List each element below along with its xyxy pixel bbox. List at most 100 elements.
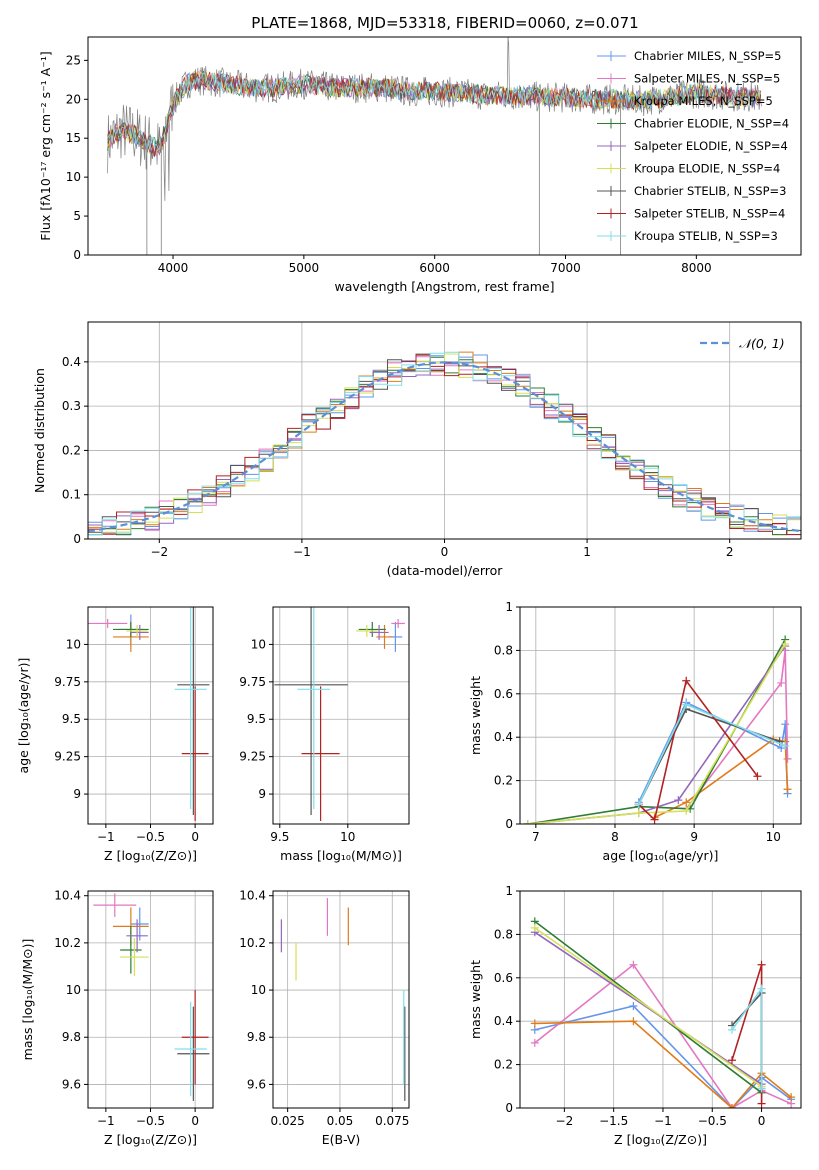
histogram-SaS	[88, 354, 801, 536]
axes-frame	[87, 606, 214, 825]
x-tick-label: 9.5	[270, 830, 289, 844]
x-tick-label: 0.05	[327, 1114, 354, 1128]
panel-age_vs_mass: 9.5 10 9 9.25 9.5 9.75 10 mass [log₁₀(M/M⊙)]	[239, 606, 410, 863]
y-tick-label: 0.1	[62, 488, 81, 502]
weight-marker-SaS	[757, 1099, 766, 1108]
y-tick-label: 9.8	[62, 1030, 81, 1044]
weight-marker-SaS	[682, 676, 691, 685]
grid	[273, 607, 409, 824]
x-tick-label: −2	[150, 545, 168, 559]
y-tick-label: 0.4	[62, 355, 81, 369]
y-tick-label: 0.4	[494, 1014, 513, 1028]
x-axis-label: Z [log₁₀(Z/Z⊙)]	[104, 848, 197, 863]
weight-marker-SaM	[629, 960, 638, 969]
x-tick-label: 7000	[550, 261, 581, 275]
weight-marker-KrM	[530, 1019, 539, 1028]
legend-label: 𝒩(0, 1)	[739, 336, 785, 351]
panel-weight_vs_Z: −2 −1.5 −1 −0.5 0 0 0.2 0.4 0.6 0.8 1 Z [log₁₀(Z/Z⊙…	[468, 884, 802, 1147]
legend: 𝒩(0, 1)	[700, 336, 785, 351]
weight-line-KrM	[534, 1020, 792, 1108]
weight-marker-KrS	[757, 984, 766, 993]
x-tick-label: 7	[532, 830, 540, 844]
y-axis-label: mass weight	[468, 960, 483, 1039]
legend-label: Chabrier ELODIE, N_SSP=4	[634, 117, 789, 131]
y-tick-label: 5	[73, 209, 81, 223]
legend-label: Chabrier MILES, N_SSP=5	[634, 49, 781, 63]
legend-label: Salpeter MILES, N_SSP=5	[634, 72, 780, 86]
y-tick-label: 0	[505, 1101, 513, 1115]
x-tick-label: −0.5	[136, 1114, 165, 1128]
y-tick-label: 9.6	[62, 1077, 81, 1091]
y-tick-label: 0.2	[494, 1058, 513, 1072]
axes-frame	[272, 890, 410, 1109]
y-tick-label: 9.6	[247, 1077, 266, 1091]
weight-marker-KrE	[530, 923, 539, 932]
axes-frame	[87, 36, 802, 256]
weight-marker-SaS	[727, 1056, 736, 1065]
x-tick-label: 0	[191, 830, 199, 844]
axes-frame	[519, 890, 802, 1109]
x-tick-label: −1	[654, 1114, 672, 1128]
x-axis-label: (data-model)/error	[387, 563, 504, 578]
x-tick-label: 2	[726, 545, 734, 559]
weight-marker-SaM	[783, 754, 792, 763]
grid	[88, 607, 213, 824]
x-tick-label: 1	[583, 545, 591, 559]
weight-marker-KrM	[787, 1093, 796, 1102]
weight-marker-KrE	[682, 806, 691, 815]
panel-mass_vs_ebv: 0.025 0.05 0.075 9.6 9.8 10 10.2 10.4 E(B-V)	[239, 889, 410, 1147]
x-tick-label: −2	[556, 1114, 574, 1128]
x-axis-label: Z [log₁₀(Z/Z⊙)]	[104, 1132, 197, 1147]
x-axis-label: mass [log₁₀(M/M⊙)]	[280, 848, 402, 863]
x-tick-label: 0	[191, 1114, 199, 1128]
y-tick-label: 9.75	[54, 675, 81, 689]
y-tick-label: 10	[66, 170, 81, 184]
y-tick-label: 0.8	[494, 927, 513, 941]
weight-line-KrE	[527, 643, 786, 824]
y-tick-label: 10	[251, 637, 266, 651]
x-axis-label: Z [log₁₀(Z/Z⊙)]	[614, 1132, 707, 1147]
grid	[273, 891, 409, 1108]
plot-area	[107, 37, 762, 255]
y-tick-label: 9.75	[239, 675, 266, 689]
y-tick-label: 10	[251, 983, 266, 997]
panel-age_vs_Z: −1 −0.5 0 9 9.25 9.5 9.75 10 Z [log₁₀(Z/Z⊙)] age …	[16, 606, 214, 863]
y-tick-label: 25	[66, 53, 81, 67]
y-tick-label: 0.2	[494, 774, 513, 788]
weight-marker-KrS	[634, 800, 643, 809]
weight-marker-SaE	[674, 796, 683, 805]
axes-frame	[519, 606, 802, 825]
weight-marker-SaS	[650, 815, 659, 824]
x-tick-label: −0.5	[698, 1114, 727, 1128]
weight-line-ChM	[534, 1005, 792, 1108]
histogram-KrS	[88, 351, 801, 536]
legend: Chabrier MILES, N_SSP=5 Salpeter MILES, N…	[597, 49, 789, 243]
plot-area	[88, 607, 210, 822]
y-tick-label: 10	[66, 983, 81, 997]
x-axis-label: wavelength [Angstrom, rest frame]	[334, 279, 554, 294]
y-tick-label: 0.3	[62, 399, 81, 413]
plot-area	[274, 607, 405, 822]
y-axis-label: Normed distribution	[32, 368, 47, 493]
x-tick-label: 10	[340, 830, 355, 844]
axes-frame	[87, 321, 802, 540]
y-tick-label: 9	[73, 787, 81, 801]
y-tick-label: 0	[505, 817, 513, 831]
weight-marker-KrM	[629, 1017, 638, 1026]
weight-marker-SaM	[530, 1038, 539, 1047]
weight-marker-KrS	[757, 1084, 766, 1093]
x-tick-label: 6000	[419, 261, 450, 275]
x-tick-label: 5000	[289, 261, 320, 275]
y-tick-label: 10.4	[239, 889, 266, 903]
weight-marker-KrS	[727, 1025, 736, 1034]
y-tick-label: 10.2	[239, 936, 266, 950]
y-tick-label: 1	[505, 884, 513, 898]
x-tick-label: −1	[97, 1114, 115, 1128]
y-tick-label: 0	[73, 532, 81, 546]
weight-marker-SaM	[777, 678, 786, 687]
panel-spectrum: 4000 5000 6000 7000 8000 0 5 10 15 20 25 wavelength…	[38, 36, 802, 294]
weight-line-SaS	[638, 678, 759, 822]
y-tick-label: 9	[258, 787, 266, 801]
weight-marker-ChM	[629, 1002, 638, 1011]
